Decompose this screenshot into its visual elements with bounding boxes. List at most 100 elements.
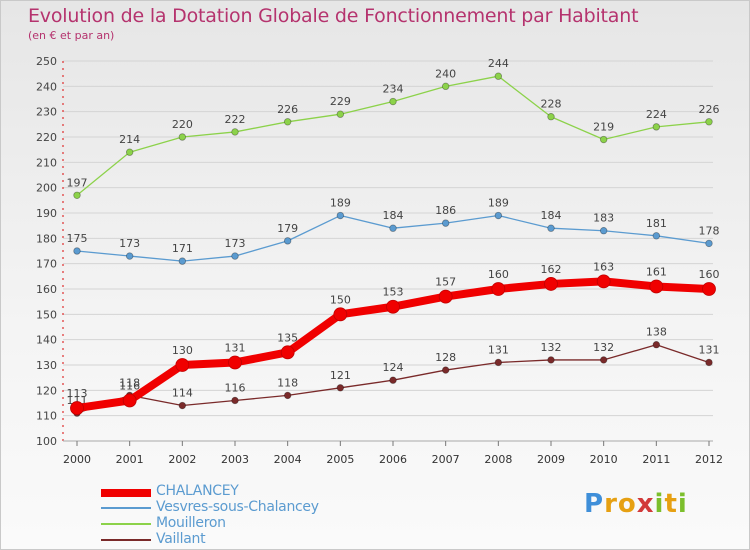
data-label: 244 — [488, 57, 509, 70]
data-point — [705, 118, 713, 126]
data-label: 173 — [119, 237, 140, 250]
x-tick-label: 2010 — [590, 453, 618, 466]
data-label: 178 — [699, 224, 720, 237]
data-point — [494, 72, 503, 80]
data-point — [544, 277, 558, 291]
data-label: 160 — [699, 268, 720, 281]
x-tick-label: 2007 — [432, 453, 460, 466]
data-label: 135 — [277, 331, 298, 344]
chart-subtitle: (en € et par an) — [28, 29, 115, 42]
x-tick-label: 2003 — [221, 453, 249, 466]
data-point — [231, 396, 239, 405]
data-label: 214 — [119, 133, 140, 146]
y-tick-label: 190 — [36, 207, 57, 220]
chart-title: Evolution de la Dotation Globale de Fonc… — [28, 5, 639, 27]
data-point — [336, 211, 345, 220]
data-point — [178, 401, 187, 410]
data-label: 186 — [435, 204, 456, 217]
data-label: 131 — [225, 341, 246, 354]
legend-swatch-vesvres — [101, 507, 151, 509]
data-label: 163 — [593, 260, 614, 273]
data-point — [73, 247, 81, 255]
data-point — [494, 211, 503, 220]
data-label: 175 — [67, 232, 88, 245]
data-point — [70, 401, 84, 415]
y-tick-label: 110 — [36, 410, 57, 423]
data-label: 132 — [541, 341, 562, 354]
data-label: 114 — [172, 387, 193, 400]
data-point — [333, 307, 348, 322]
legend-label-vaillant: Vaillant — [156, 531, 206, 547]
data-point — [547, 113, 555, 121]
x-tick-label: 2012 — [695, 453, 723, 466]
y-tick-label: 130 — [36, 359, 57, 372]
data-label: 131 — [699, 343, 720, 356]
x-tick-label: 2001 — [116, 453, 144, 466]
y-tick-label: 220 — [36, 131, 57, 144]
data-point — [122, 393, 137, 408]
data-label: 130 — [172, 344, 193, 357]
data-label: 189 — [330, 197, 351, 210]
logo-letter: P — [584, 489, 605, 519]
data-label: 184 — [383, 209, 404, 222]
data-label: 118 — [277, 376, 298, 389]
data-label: 113 — [67, 387, 88, 400]
data-label: 131 — [488, 343, 509, 356]
data-label: 173 — [225, 237, 246, 250]
data-label: 229 — [330, 95, 351, 108]
data-point — [231, 128, 239, 136]
x-tick-label: 2002 — [168, 453, 196, 466]
data-point — [547, 356, 555, 364]
y-tick-label: 180 — [36, 232, 57, 245]
y-tick-label: 100 — [36, 435, 57, 448]
data-label: 116 — [225, 381, 246, 394]
data-point — [438, 289, 453, 304]
x-tick-label: 2008 — [484, 453, 512, 466]
data-label: 224 — [646, 108, 667, 121]
data-point — [389, 224, 397, 232]
data-point — [599, 135, 608, 144]
data-label: 153 — [383, 286, 404, 299]
proxiti-logo: Proxiti — [584, 489, 688, 519]
data-point — [283, 391, 292, 400]
y-tick-label: 120 — [36, 384, 57, 397]
data-point — [599, 356, 608, 364]
data-label: 184 — [541, 209, 562, 222]
logo-letter: r — [604, 489, 618, 519]
y-tick-label: 200 — [36, 182, 57, 195]
data-point — [596, 274, 611, 289]
data-label: 118 — [119, 376, 140, 389]
y-tick-label: 240 — [36, 80, 57, 93]
legend-label-mouilleron: Mouilleron — [156, 515, 226, 531]
data-label: 189 — [488, 197, 509, 210]
x-tick-label: 2011 — [642, 453, 670, 466]
data-point — [283, 118, 292, 126]
data-point — [336, 384, 345, 392]
data-point — [73, 191, 81, 199]
data-point — [389, 376, 397, 384]
data-label: 197 — [67, 176, 88, 189]
logo-letter: t — [664, 489, 678, 519]
data-label: 162 — [541, 263, 562, 276]
data-label: 228 — [541, 98, 562, 111]
data-point — [283, 237, 292, 245]
y-tick-label: 250 — [36, 55, 57, 68]
data-label: 124 — [383, 361, 404, 374]
data-label: 150 — [330, 293, 351, 306]
data-label: 128 — [435, 351, 456, 364]
x-tick-label: 2006 — [379, 453, 407, 466]
data-point — [441, 82, 450, 91]
data-label: 116 — [119, 379, 140, 392]
data-label: 181 — [646, 217, 667, 230]
legend-label-chalancey: CHALANCEY — [156, 483, 239, 499]
legend-swatch-vaillant — [101, 539, 151, 541]
data-point — [178, 257, 187, 265]
data-point — [652, 341, 661, 349]
y-tick-label: 150 — [36, 308, 57, 321]
data-point — [125, 252, 134, 260]
y-tick-label: 160 — [36, 283, 57, 296]
data-label: 121 — [330, 369, 351, 382]
data-point — [280, 345, 295, 360]
